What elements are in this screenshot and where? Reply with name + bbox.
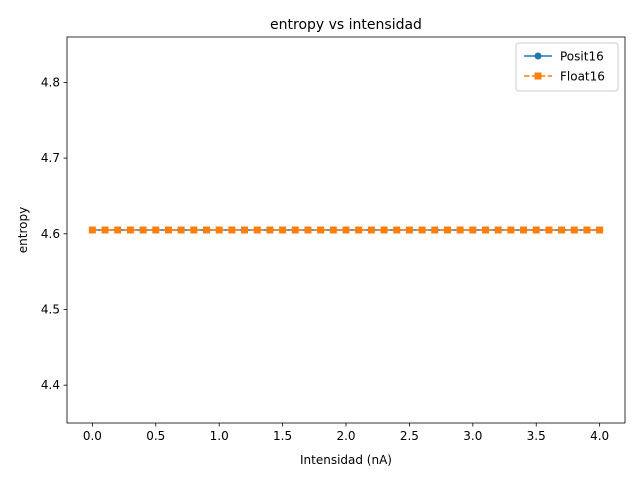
chart-title: entropy vs intensidad <box>270 17 422 33</box>
data-point-float16 <box>253 226 261 234</box>
data-point-float16 <box>241 226 249 234</box>
data-point-float16 <box>279 226 287 234</box>
data-point-float16 <box>101 226 109 234</box>
data-point-float16 <box>177 226 185 234</box>
y-tick-label: 4.8 <box>41 75 60 89</box>
data-point-float16 <box>228 226 236 234</box>
data-point-float16 <box>494 226 502 234</box>
data-point-float16 <box>266 226 274 234</box>
data-point-float16 <box>367 226 375 234</box>
legend: Posit16 Float16 <box>515 42 619 92</box>
data-point-float16 <box>152 226 160 234</box>
data-point-float16 <box>507 226 515 234</box>
data-point-float16 <box>164 226 172 234</box>
legend-label-float16: Float16 <box>560 70 605 84</box>
y-tick-label: 4.5 <box>41 302 60 316</box>
y-tick-label: 4.7 <box>41 151 60 165</box>
data-point-float16 <box>317 226 325 234</box>
data-point-float16 <box>291 226 299 234</box>
x-tick-label: 3.0 <box>463 429 482 443</box>
data-point-float16 <box>431 226 439 234</box>
x-tick-label: 1.0 <box>210 429 229 443</box>
data-point-float16 <box>342 226 350 234</box>
data-point-float16 <box>114 226 122 234</box>
data-point-float16 <box>570 226 578 234</box>
data-point-float16 <box>532 226 540 234</box>
data-point-float16 <box>203 226 210 234</box>
data-point-float16 <box>456 226 464 234</box>
x-tick-label: 3.5 <box>527 429 546 443</box>
data-point-float16 <box>545 226 553 234</box>
x-axis-label: Intensidad (nA) <box>300 453 392 467</box>
y-axis-label: entropy <box>16 207 30 253</box>
x-tick-label: 2.5 <box>400 429 419 443</box>
data-point-float16 <box>380 226 388 234</box>
data-point-float16 <box>469 226 477 234</box>
data-point-float16 <box>190 226 198 234</box>
y-tick-label: 4.6 <box>41 227 60 241</box>
x-tick-label: 0.5 <box>146 429 165 443</box>
data-point-float16 <box>304 226 312 234</box>
data-point-float16 <box>583 226 591 234</box>
data-point-float16 <box>443 226 451 234</box>
data-point-float16 <box>329 226 337 234</box>
data-point-float16 <box>405 226 413 234</box>
data-point-float16 <box>596 226 604 234</box>
plot-area: 0.0 0.5 1.0 1.5 2.0 2.5 3.0 3.5 4.0 4.4 4.5 4.6 4.7 4… <box>41 36 626 443</box>
data-point-float16 <box>215 226 223 234</box>
data-point-float16 <box>88 226 96 234</box>
data-point-float16 <box>139 226 147 234</box>
y-tick-label: 4.4 <box>41 378 60 392</box>
data-point-float16 <box>482 226 489 234</box>
legend-label-posit16: Posit16 <box>560 50 604 64</box>
data-point-float16 <box>126 226 134 234</box>
x-tick-label: 4.0 <box>590 429 609 443</box>
x-tick-label: 1.5 <box>273 429 292 443</box>
data-point-float16 <box>558 226 566 234</box>
x-tick-label: 0.0 <box>83 429 102 443</box>
data-point-float16 <box>418 226 426 234</box>
data-point-float16 <box>520 226 528 234</box>
legend-marker-posit16 <box>534 52 542 60</box>
legend-marker-float16 <box>534 72 542 80</box>
data-point-float16 <box>393 226 401 234</box>
x-tick-label: 2.0 <box>336 429 355 443</box>
data-point-float16 <box>355 226 363 234</box>
